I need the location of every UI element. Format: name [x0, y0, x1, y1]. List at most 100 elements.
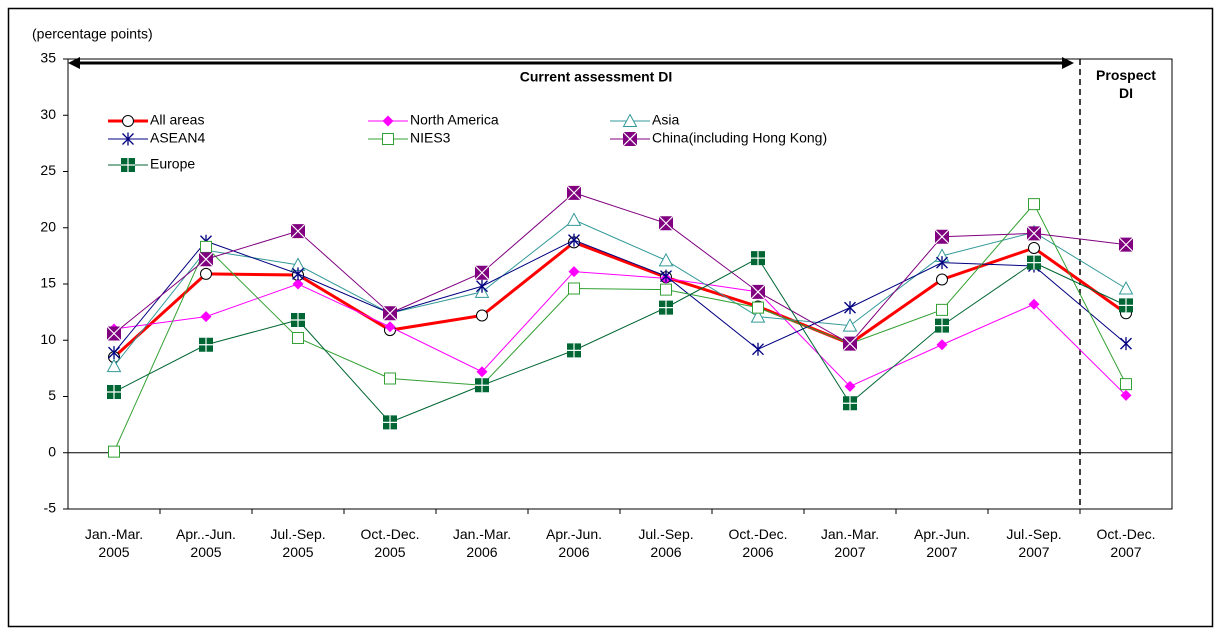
marker-shape: [622, 131, 638, 147]
marker: [567, 343, 581, 358]
marker-shape: [842, 336, 858, 352]
x-tick-label: Oct.-Dec. 2005: [360, 526, 419, 560]
marker: [291, 313, 305, 327]
y-tick-label: 20: [40, 218, 56, 234]
marker: [292, 267, 304, 281]
marker: [934, 229, 950, 245]
marker: [1028, 198, 1040, 211]
marker-shape: [1119, 298, 1133, 313]
x-tick-label: Jan.-Mar. 2005: [85, 526, 143, 560]
marker-shape: [122, 115, 134, 127]
x-tick-label: Jan.-Mar. 2007: [821, 526, 879, 560]
x-tick-label: Jan.-Mar. 2006: [453, 526, 511, 560]
marker: [842, 336, 858, 352]
marker: [1120, 337, 1132, 351]
marker-shape: [384, 372, 396, 385]
marker: [1119, 298, 1133, 313]
marker-shape: [199, 337, 213, 352]
marker: [384, 372, 396, 385]
marker-shape: [198, 251, 214, 267]
y-axis-label: (percentage points): [32, 26, 153, 42]
marker: [198, 251, 214, 267]
marker-shape: [476, 366, 488, 378]
y-tick-label: 30: [40, 106, 56, 122]
marker-shape: [107, 385, 121, 399]
marker-shape: [935, 318, 949, 333]
marker: [1028, 298, 1040, 310]
marker: [936, 339, 948, 351]
marker-shape: [1026, 225, 1042, 241]
y-tick-label: 5: [48, 387, 56, 403]
marker: [476, 279, 488, 293]
marker: [292, 332, 304, 344]
marker-shape: [1028, 298, 1040, 310]
marker-shape: [475, 378, 489, 393]
y-tick-label: 0: [48, 443, 56, 459]
marker: [1120, 389, 1132, 401]
marker-shape: [751, 251, 765, 266]
y-tick-label: -5: [44, 500, 57, 516]
marker-shape: [658, 215, 674, 231]
marker-shape: [1028, 242, 1040, 254]
marker-shape: [291, 313, 305, 327]
marker-shape: [382, 305, 398, 321]
series-line: [113, 219, 1127, 367]
marker-shape: [659, 300, 673, 315]
legend-label: China(including Hong Kong): [652, 130, 827, 146]
marker: [382, 133, 394, 145]
series-line: [113, 257, 1127, 423]
x-tick-label: Oct.-Dec. 2006: [728, 526, 787, 560]
x-tick-label: Jul.-Sep. 2007: [1006, 526, 1061, 560]
marker: [659, 300, 673, 315]
marker: [474, 265, 490, 281]
marker-shape: [1120, 378, 1132, 391]
legend-label: All areas: [150, 112, 204, 128]
legend-label: North America: [410, 112, 499, 128]
y-tick-label: 15: [40, 275, 56, 291]
marker-shape: [121, 158, 135, 172]
marker-shape: [936, 303, 948, 316]
x-tick-label: Jul.-Sep. 2005: [270, 526, 325, 560]
marker-shape: [1027, 255, 1041, 270]
marker: [568, 282, 580, 295]
marker-shape: [292, 278, 304, 290]
marker: [384, 321, 396, 333]
x-tick-label: Jul.-Sep. 2006: [638, 526, 693, 560]
marker: [622, 131, 638, 147]
marker-shape: [1118, 237, 1134, 253]
marker: [383, 415, 397, 430]
series-line: [113, 239, 1127, 353]
marker-shape: [568, 282, 580, 295]
marker: [475, 378, 489, 393]
marker-shape: [382, 133, 394, 145]
y-tick-label: 10: [40, 331, 56, 347]
marker-shape: [658, 252, 674, 267]
marker: [107, 385, 121, 399]
y-tick-label: 25: [40, 162, 56, 178]
marker: [844, 301, 856, 315]
marker: [290, 223, 306, 239]
x-tick-label: Oct.-Dec. 2007: [1096, 526, 1155, 560]
marker-shape: [934, 229, 950, 245]
marker: [200, 267, 212, 280]
marker: [842, 318, 858, 332]
marker: [1027, 255, 1041, 270]
marker: [752, 301, 764, 314]
marker: [936, 273, 948, 286]
marker: [1118, 237, 1134, 253]
marker: [658, 215, 674, 231]
marker: [751, 251, 765, 266]
marker: [568, 266, 580, 278]
marker: [658, 252, 674, 267]
marker: [382, 305, 398, 321]
marker: [1118, 280, 1134, 295]
marker-shape: [750, 309, 766, 323]
marker: [382, 115, 394, 127]
marker: [200, 311, 212, 323]
marker-shape: [750, 284, 766, 300]
marker-shape: [566, 185, 582, 201]
marker-shape: [622, 113, 638, 127]
marker: [752, 342, 764, 356]
legend-label: Asia: [652, 112, 679, 128]
